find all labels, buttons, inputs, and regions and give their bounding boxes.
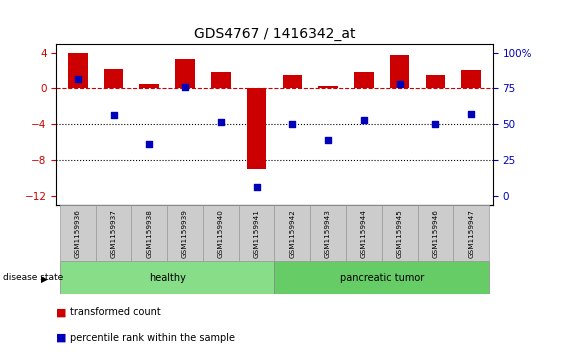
- Bar: [96, 205, 131, 261]
- Point: [109, 113, 118, 118]
- Point: [145, 141, 154, 147]
- Text: ■: ■: [56, 307, 67, 317]
- Text: GSM1159944: GSM1159944: [361, 209, 367, 258]
- Text: ▶: ▶: [41, 275, 47, 284]
- Bar: [60, 261, 275, 294]
- Bar: [453, 205, 489, 261]
- Bar: [382, 205, 418, 261]
- Text: disease state: disease state: [3, 273, 63, 282]
- Point: [467, 111, 476, 117]
- Point: [359, 117, 368, 123]
- Bar: [247, 89, 266, 169]
- Text: transformed count: transformed count: [70, 307, 161, 317]
- Bar: [60, 205, 96, 261]
- Bar: [318, 86, 338, 89]
- Point: [252, 184, 261, 190]
- Bar: [275, 261, 489, 294]
- Point: [395, 81, 404, 87]
- Bar: [461, 70, 481, 89]
- Bar: [203, 205, 239, 261]
- Point: [73, 77, 82, 82]
- Bar: [310, 205, 346, 261]
- Bar: [175, 59, 195, 89]
- Text: GSM1159941: GSM1159941: [253, 209, 260, 258]
- Text: GSM1159940: GSM1159940: [218, 209, 224, 258]
- Text: GSM1159939: GSM1159939: [182, 209, 188, 258]
- Text: ■: ■: [56, 333, 67, 343]
- Text: GSM1159938: GSM1159938: [146, 209, 152, 258]
- Bar: [275, 205, 310, 261]
- Point: [288, 121, 297, 127]
- Bar: [390, 55, 409, 89]
- Text: GSM1159947: GSM1159947: [468, 209, 474, 258]
- Text: GSM1159942: GSM1159942: [289, 209, 296, 258]
- Point: [181, 84, 190, 90]
- Bar: [68, 53, 88, 89]
- Text: pancreatic tumor: pancreatic tumor: [339, 273, 424, 283]
- Bar: [354, 72, 374, 89]
- Bar: [140, 84, 159, 89]
- Point: [324, 138, 333, 143]
- Text: GSM1159946: GSM1159946: [432, 209, 439, 258]
- Text: GSM1159937: GSM1159937: [110, 209, 117, 258]
- Bar: [239, 205, 275, 261]
- Title: GDS4767 / 1416342_at: GDS4767 / 1416342_at: [194, 27, 355, 41]
- Bar: [346, 205, 382, 261]
- Text: GSM1159936: GSM1159936: [75, 209, 81, 258]
- Text: GSM1159943: GSM1159943: [325, 209, 331, 258]
- Bar: [283, 75, 302, 89]
- Point: [431, 121, 440, 127]
- Text: GSM1159945: GSM1159945: [397, 209, 403, 258]
- Bar: [167, 205, 203, 261]
- Point: [216, 119, 225, 125]
- Text: healthy: healthy: [149, 273, 186, 283]
- Bar: [211, 72, 231, 89]
- Text: percentile rank within the sample: percentile rank within the sample: [70, 333, 235, 343]
- Bar: [426, 75, 445, 89]
- Bar: [131, 205, 167, 261]
- Bar: [104, 69, 123, 89]
- Bar: [418, 205, 453, 261]
